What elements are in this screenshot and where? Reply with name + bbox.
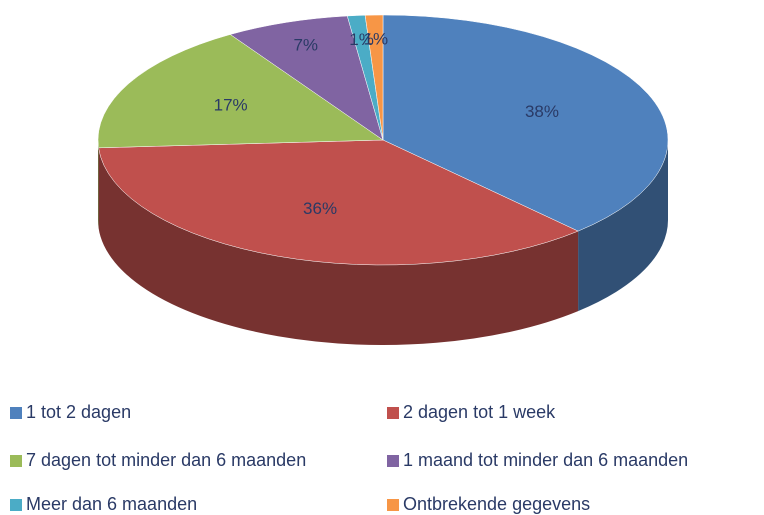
data-label: 7% [293, 35, 318, 54]
legend-swatch [387, 407, 399, 419]
pie-slice [382, 14, 669, 232]
data-label: 36% [303, 199, 337, 218]
pie-slice [97, 34, 384, 149]
pie-slice [98, 139, 579, 266]
data-label: 1% [349, 30, 374, 49]
pie-side [578, 140, 668, 312]
legend-label: 1 maand tot minder dan 6 maanden [403, 450, 688, 470]
legend-swatch [387, 499, 399, 511]
pie-slice [229, 15, 384, 141]
legend-swatch [387, 455, 399, 467]
data-label: 17% [214, 95, 248, 114]
legend-swatch [10, 455, 22, 467]
data-label: 1% [364, 30, 389, 49]
pie-side [98, 140, 99, 228]
pie-slice [364, 14, 384, 141]
legend-swatch [10, 407, 22, 419]
legend-swatch [10, 499, 22, 511]
legend-label: Ontbrekende gegevens [403, 494, 590, 514]
legend-label: 2 dagen tot 1 week [403, 402, 556, 422]
legend-label: 7 dagen tot minder dan 6 maanden [26, 450, 306, 470]
pie-side [98, 147, 579, 345]
legend-label: Meer dan 6 maanden [26, 494, 197, 514]
data-label: 38% [525, 102, 559, 121]
legend-label: 1 tot 2 dagen [26, 402, 131, 422]
